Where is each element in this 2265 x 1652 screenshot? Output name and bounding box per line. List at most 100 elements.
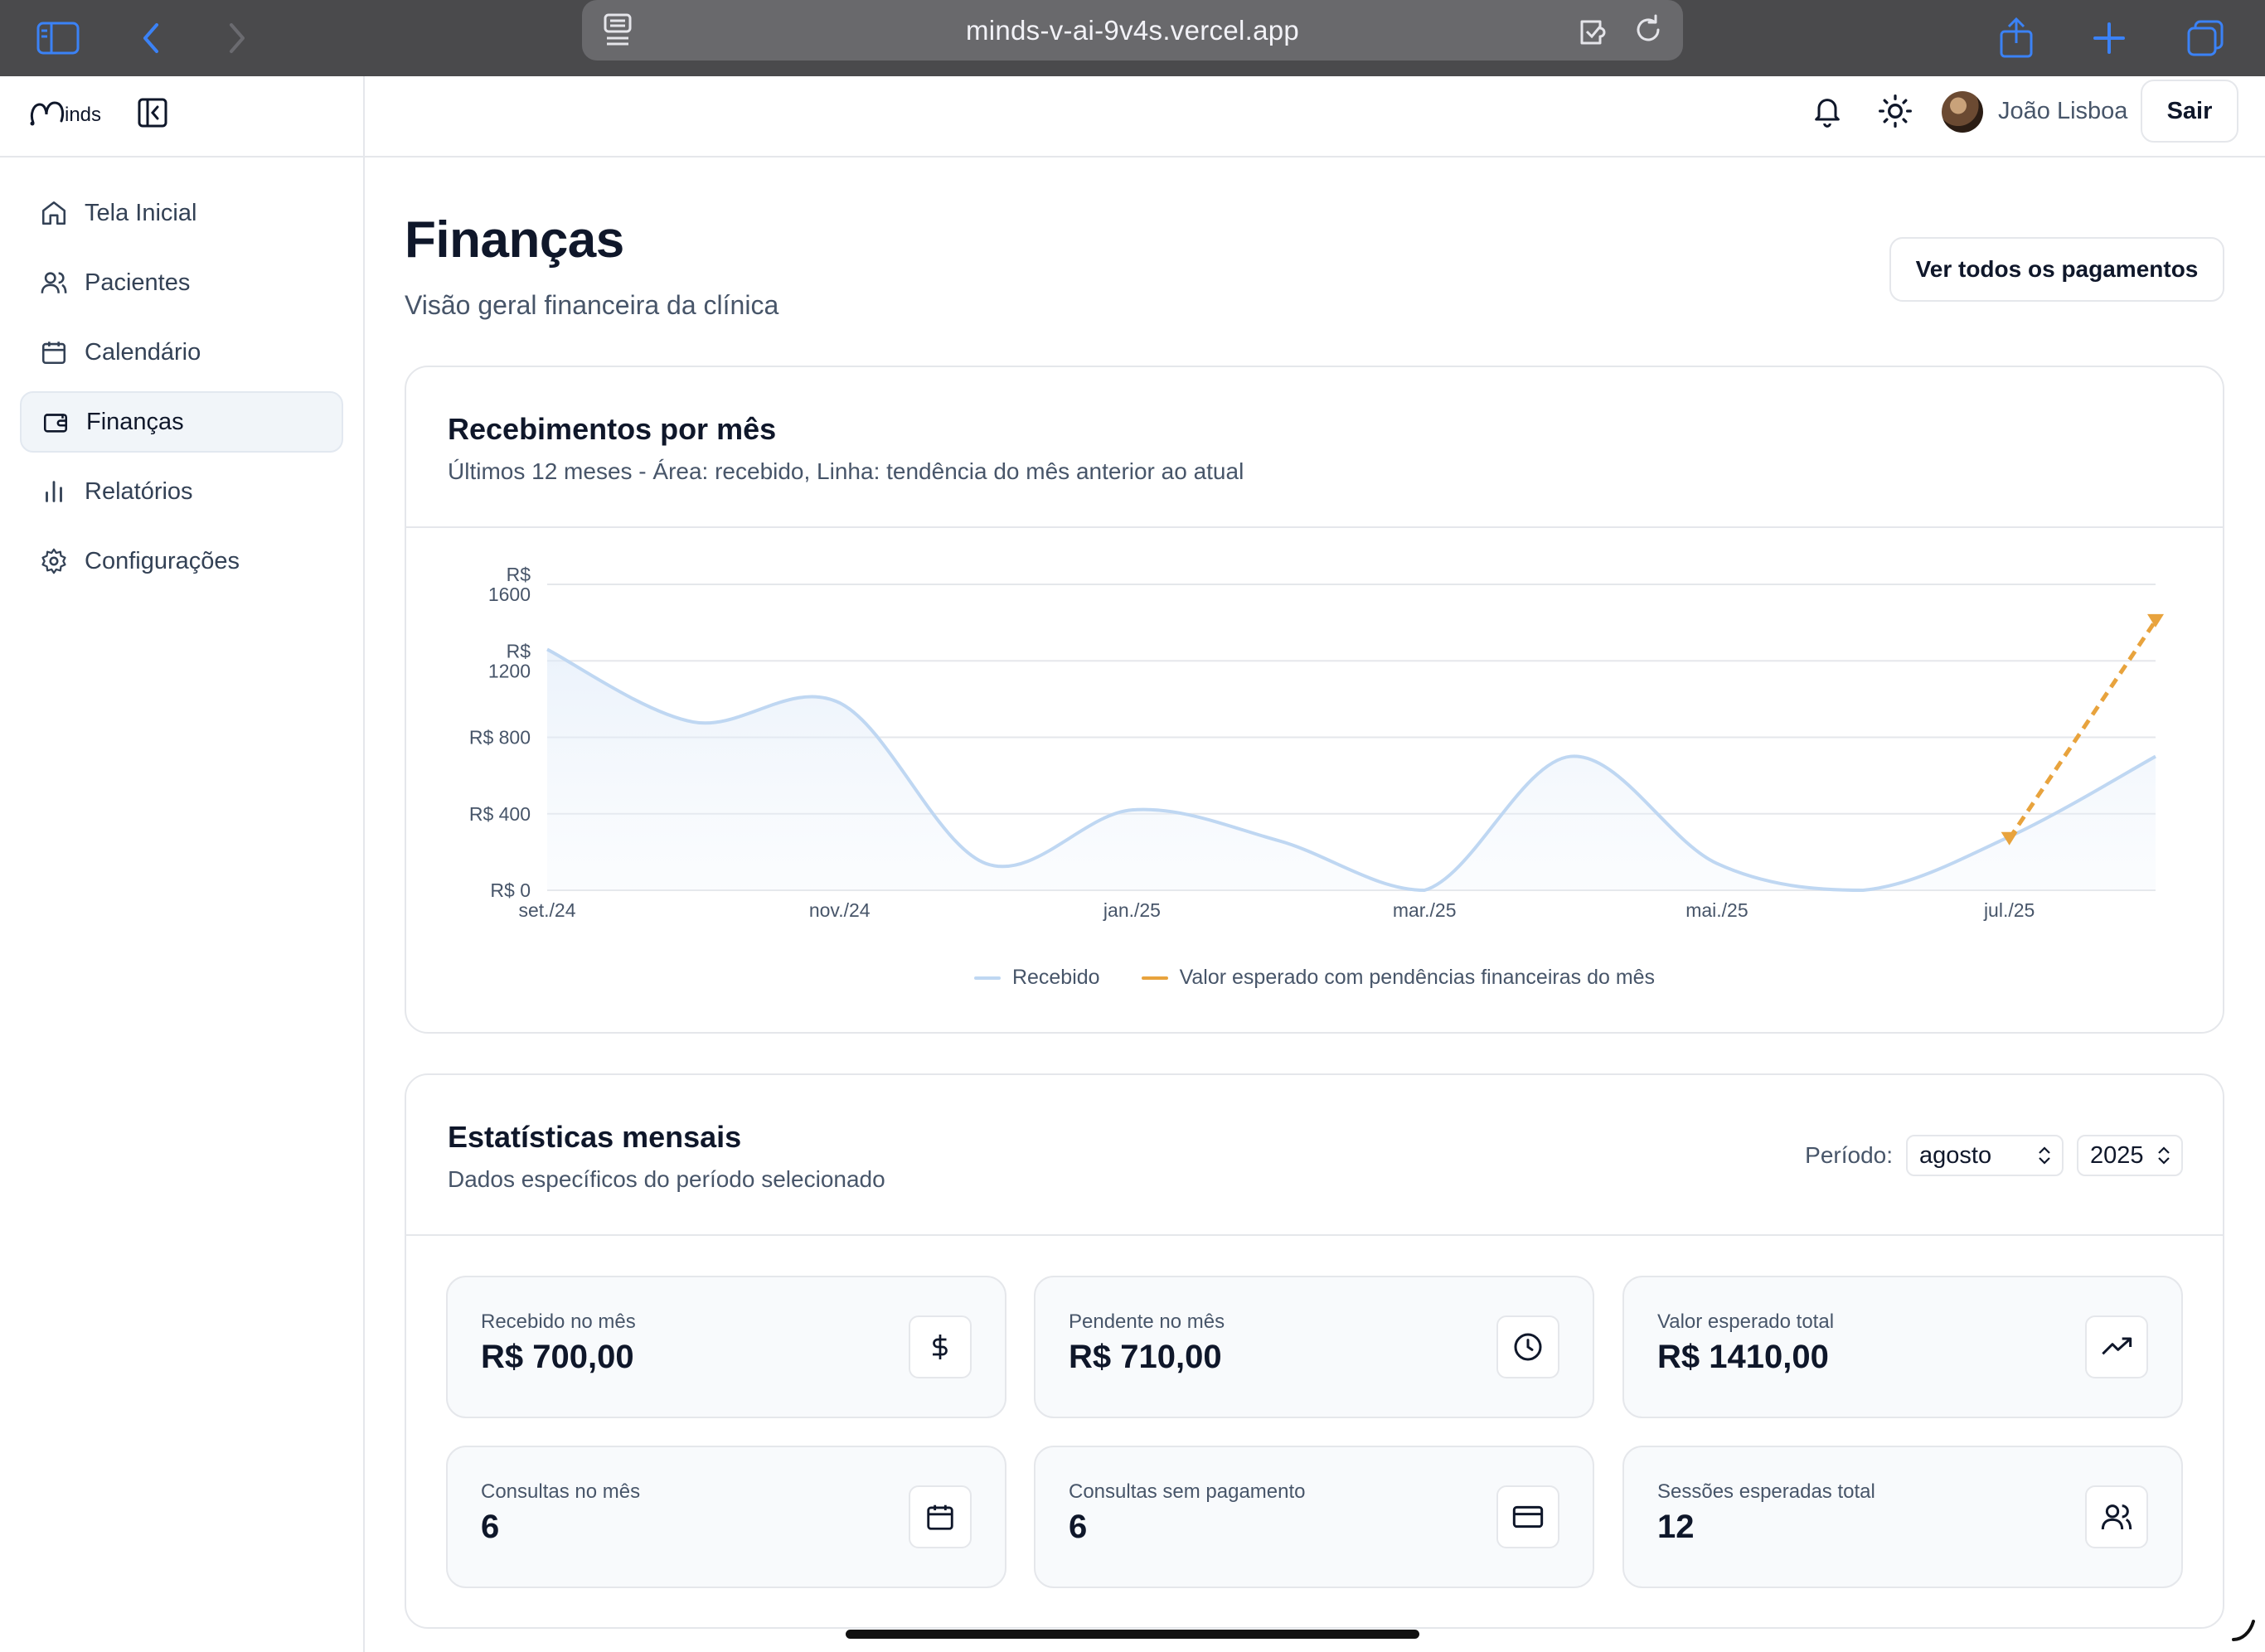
back-icon[interactable] [124,12,177,65]
reader-icon[interactable] [602,12,633,52]
stat-value: 6 [481,1509,500,1545]
sidebar-item-label: Pacientes [85,269,191,296]
page-title: Finanças [405,211,624,269]
stats-card-title: Estatísticas mensais [448,1120,742,1154]
sidebar-item-financas[interactable]: Finanças [20,391,343,453]
line-trend [2007,619,2158,841]
y-tick-label: R$ [507,564,531,585]
stat-pendente-no-mes: Pendente no mês R$ 710,00 [1034,1276,1594,1418]
collapse-sidebar-button[interactable] [136,96,169,129]
y-tick-label: R$ [507,640,531,661]
reload-icon[interactable] [1630,12,1666,52]
x-tick-label: jul./25 [1983,899,2035,921]
legend-label: Valor esperado com pendências financeira… [1179,966,1656,989]
extension-icon[interactable] [1577,12,1613,52]
address-bar[interactable]: minds-v-ai-9v4s.vercel.app [582,0,1683,61]
chart-card-title: Recebimentos por mês [448,412,777,446]
chart-card: Recebimentos por mês Últimos 12 meses - … [405,366,2224,1034]
sidebar-item-tela-inicial[interactable]: Tela Inicial [20,182,343,244]
stat-consultas-no-mes: Consultas no mês 6 [446,1446,1006,1588]
app-header: João Lisboa Sair [365,76,2265,157]
stat-value: R$ 710,00 [1069,1339,1222,1375]
y-tick-label: 1200 [488,660,531,681]
period-filter: Período: agosto 2025 [1805,1135,2183,1176]
sidebar-item-relatorios[interactable]: Relatórios [20,461,343,522]
url-text: minds-v-ai-9v4s.vercel.app [965,14,1300,46]
forward-icon[interactable] [211,12,264,65]
new-tab-icon[interactable] [2083,12,2136,65]
chevron-up-down-icon [2039,1146,2050,1165]
chevron-up-down-icon [2158,1146,2170,1165]
sidebar-nav: Tela Inicial Pacientes Calendário Finanç… [0,157,363,592]
line-recebido [546,647,2156,893]
area-recebido [547,649,2156,890]
users-icon [2085,1485,2148,1548]
stat-recebido-no-mes: Recebido no mês R$ 700,00 [446,1276,1006,1418]
x-tick-label: mar./25 [1393,899,1457,921]
app-logo[interactable]: inds [28,96,101,129]
stat-value: R$ 700,00 [481,1339,634,1375]
theme-toggle-button[interactable] [1877,93,1913,133]
sidebar-item-calendario[interactable]: Calendário [20,322,343,383]
view-all-payments-button[interactable]: Ver todos os pagamentos [1889,237,2224,302]
stat-label: Consultas no mês [481,1480,641,1503]
divider [406,1234,2223,1236]
year-select-value: 2025 [2090,1141,2144,1169]
trending-up-icon [2085,1315,2148,1378]
sidebar-item-pacientes[interactable]: Pacientes [20,252,343,313]
legend-swatch-esperado [1141,976,1168,980]
x-tick-label: mai./25 [1685,899,1748,921]
dollar-icon [909,1315,972,1378]
stat-consultas-sem-pagamento: Consultas sem pagamento 6 [1034,1446,1594,1588]
browser-toolbar: minds-v-ai-9v4s.vercel.app [0,0,2265,76]
minds-logo-icon [30,101,65,126]
credit-card-icon [1496,1485,1559,1548]
monthly-stats-card: Estatísticas mensais Dados específicos d… [405,1073,2224,1629]
chart-legend: Recebido Valor esperado com pendências f… [406,966,2223,990]
chart-card-subtitle: Últimos 12 meses - Área: recebido, Linha… [448,458,1244,484]
avatar[interactable] [1942,91,1983,133]
stat-sessoes-esperadas-total: Sessões esperadas total 12 [1622,1446,2183,1588]
sidebar-item-configuracoes[interactable]: Configurações [20,530,343,592]
x-tick-label: nov./24 [809,899,871,921]
bar-chart-icon [46,481,62,502]
month-select-value: agosto [1919,1141,1992,1169]
gear-icon [41,548,66,574]
stat-label: Recebido no mês [481,1310,636,1333]
calendar-icon [41,342,66,365]
divider [406,526,2223,528]
bell-icon [1815,99,1840,128]
stat-label: Sessões esperadas total [1657,1480,1875,1503]
page-subtitle: Visão geral financeira da clínica [405,290,779,320]
legend-item-esperado[interactable]: Valor esperado com pendências financeira… [1141,966,1656,990]
user-name: João Lisboa [1998,98,2128,124]
x-tick-label: jan./25 [1103,899,1161,921]
users-icon [41,272,67,293]
tabs-overview-icon[interactable] [2179,12,2232,65]
share-icon[interactable] [1990,12,2043,65]
sidebar-toggle-icon[interactable] [32,12,85,65]
sidebar: inds Tela Inicial Pacientes Calendário F… [0,76,365,1652]
sidebar-item-label: Configurações [85,547,240,574]
stat-value: R$ 1410,00 [1657,1339,1829,1375]
clock-icon [1496,1315,1559,1378]
logout-button[interactable]: Sair [2141,80,2238,143]
stat-label: Pendente no mês [1069,1310,1225,1333]
calendar-icon [909,1485,972,1548]
month-select[interactable]: agosto [1906,1135,2064,1176]
year-select[interactable]: 2025 [2077,1135,2183,1176]
y-tick-label: R$ 400 [469,803,531,825]
stats-card-subtitle: Dados específicos do período selecionado [448,1166,885,1192]
stat-value: 12 [1657,1509,1695,1545]
x-tick-label: set./24 [518,899,575,921]
sidebar-item-label: Finanças [86,408,184,435]
notifications-button[interactable] [1811,93,1844,133]
stat-label: Valor esperado total [1657,1310,1835,1333]
wallet-icon [43,414,68,433]
legend-item-recebido[interactable]: Recebido [973,966,1100,990]
sun-icon [1879,94,1912,128]
y-tick-label: R$ 0 [490,879,531,901]
sidebar-header: inds [0,76,363,157]
y-tick-label: R$ 800 [469,727,531,748]
